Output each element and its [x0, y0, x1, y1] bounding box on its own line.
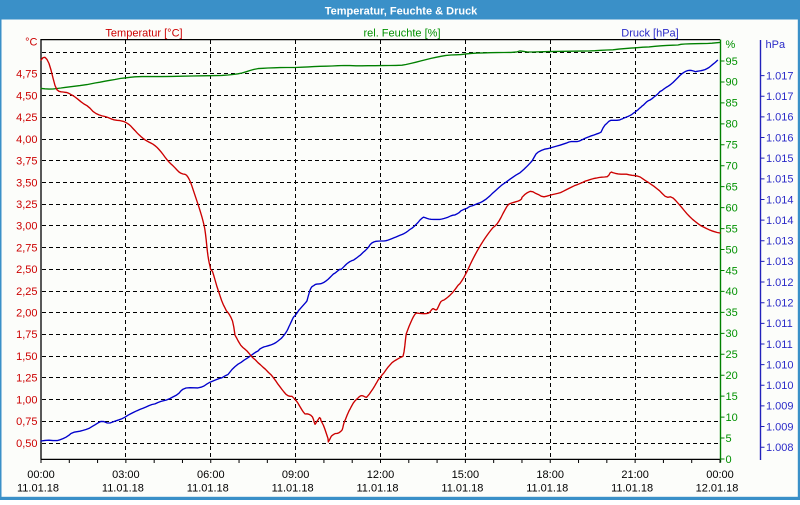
svg-text:11.01.18: 11.01.18 [611, 482, 653, 494]
svg-text:3,25: 3,25 [16, 199, 37, 211]
svg-text:rel. Feuchte [%]: rel. Feuchte [%] [363, 28, 440, 40]
svg-text:2,00: 2,00 [16, 308, 37, 320]
svg-text:hPa: hPa [766, 39, 786, 51]
svg-text:45: 45 [726, 265, 738, 277]
svg-text:3,00: 3,00 [16, 221, 37, 233]
svg-text:06:00: 06:00 [197, 469, 225, 481]
svg-text:95: 95 [726, 56, 738, 68]
svg-text:0,75: 0,75 [16, 416, 37, 428]
svg-text:4,50: 4,50 [16, 90, 37, 102]
svg-text:40: 40 [726, 286, 738, 298]
svg-text:1,25: 1,25 [16, 373, 37, 385]
svg-text:Temperatur [°C]: Temperatur [°C] [105, 28, 182, 40]
svg-text:1,00: 1,00 [16, 394, 37, 406]
svg-text:55: 55 [726, 223, 738, 235]
svg-text:3,50: 3,50 [16, 177, 37, 189]
svg-text:1.016: 1.016 [766, 112, 794, 124]
svg-text:5: 5 [726, 433, 732, 445]
svg-text:4,25: 4,25 [16, 112, 37, 124]
svg-text:75: 75 [726, 140, 738, 152]
svg-text:18:00: 18:00 [536, 469, 564, 481]
svg-text:4,75: 4,75 [16, 69, 37, 81]
svg-text:2,75: 2,75 [16, 242, 37, 254]
svg-text:11.01.18: 11.01.18 [272, 482, 314, 494]
svg-text:10: 10 [726, 412, 738, 424]
svg-text:1.014: 1.014 [766, 215, 794, 227]
svg-text:11.01.18: 11.01.18 [17, 482, 59, 494]
svg-text:11.01.18: 11.01.18 [102, 482, 144, 494]
svg-text:00:00: 00:00 [27, 469, 55, 481]
svg-text:12:00: 12:00 [367, 469, 395, 481]
svg-text:%: % [726, 39, 736, 51]
svg-text:4,00: 4,00 [16, 134, 37, 146]
svg-text:1.015: 1.015 [766, 153, 794, 165]
svg-text:1.010: 1.010 [766, 359, 794, 371]
svg-text:90: 90 [726, 77, 738, 89]
svg-text:1.017: 1.017 [766, 70, 794, 82]
svg-text:1,75: 1,75 [16, 329, 37, 341]
svg-text:09:00: 09:00 [282, 469, 310, 481]
svg-text:°C: °C [25, 37, 37, 49]
svg-text:30: 30 [726, 328, 738, 340]
svg-text:65: 65 [726, 182, 738, 194]
svg-text:12.01.18: 12.01.18 [696, 482, 739, 494]
svg-text:11.01.18: 11.01.18 [187, 482, 229, 494]
svg-text:60: 60 [726, 202, 738, 214]
svg-text:25: 25 [726, 349, 738, 361]
svg-text:1.008: 1.008 [766, 442, 794, 454]
svg-text:1.009: 1.009 [766, 421, 794, 433]
svg-text:20: 20 [726, 370, 738, 382]
svg-text:03:00: 03:00 [112, 469, 140, 481]
svg-text:0,50: 0,50 [16, 438, 37, 450]
svg-text:1.013: 1.013 [766, 256, 794, 268]
svg-text:35: 35 [726, 307, 738, 319]
svg-text:1.012: 1.012 [766, 277, 794, 289]
svg-text:21:00: 21:00 [621, 469, 649, 481]
svg-text:11.01.18: 11.01.18 [356, 482, 398, 494]
svg-text:2,25: 2,25 [16, 286, 37, 298]
svg-text:1.011: 1.011 [766, 318, 793, 330]
svg-text:70: 70 [726, 161, 738, 173]
svg-text:15: 15 [726, 391, 738, 403]
svg-text:15:00: 15:00 [452, 469, 480, 481]
svg-text:11.01.18: 11.01.18 [441, 482, 483, 494]
svg-text:50: 50 [726, 244, 738, 256]
svg-text:1.017: 1.017 [766, 91, 794, 103]
svg-text:1.009: 1.009 [766, 401, 794, 413]
svg-text:Temperatur, Feuchte & Druck: Temperatur, Feuchte & Druck [325, 6, 478, 18]
svg-text:1.011: 1.011 [766, 339, 793, 351]
svg-text:1.013: 1.013 [766, 236, 794, 248]
svg-text:1.012: 1.012 [766, 298, 794, 310]
svg-text:1,50: 1,50 [16, 351, 37, 363]
svg-text:3,75: 3,75 [16, 156, 37, 168]
svg-text:1.014: 1.014 [766, 194, 794, 206]
svg-text:80: 80 [726, 119, 738, 131]
svg-text:11.01.18: 11.01.18 [526, 482, 568, 494]
svg-text:2,50: 2,50 [16, 264, 37, 276]
svg-text:1.016: 1.016 [766, 132, 794, 144]
svg-text:0: 0 [726, 454, 732, 466]
svg-text:85: 85 [726, 98, 738, 110]
svg-text:1.010: 1.010 [766, 380, 794, 392]
svg-text:Druck [hPa]: Druck [hPa] [621, 28, 678, 40]
svg-text:00:00: 00:00 [706, 469, 734, 481]
svg-text:1.015: 1.015 [766, 174, 794, 186]
